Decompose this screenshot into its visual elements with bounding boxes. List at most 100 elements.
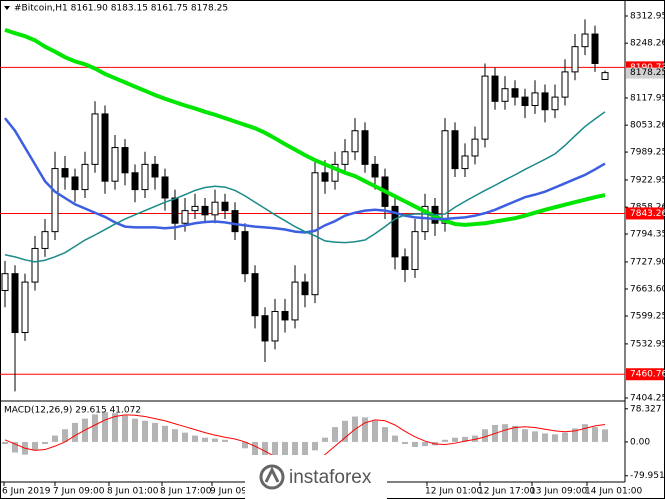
candle-body: [491, 75, 499, 102]
title-arrow: [4, 6, 10, 10]
macd-bar: [362, 417, 368, 442]
macd-bar: [332, 427, 338, 442]
candle-body: [181, 210, 189, 224]
level-label-box: [626, 61, 664, 74]
level-label: 7843.26: [630, 209, 665, 219]
macd-bar: [522, 429, 528, 442]
candle-body: [201, 205, 209, 216]
macd-bar: [302, 441, 308, 464]
candle-body: [101, 113, 109, 182]
macd-bar: [342, 420, 348, 442]
candle-body: [111, 147, 119, 182]
macd-bar: [2, 441, 8, 445]
candle-body: [71, 176, 79, 191]
level-label-box: [626, 207, 664, 220]
macd-bar: [382, 427, 388, 442]
macd-bar: [192, 435, 198, 442]
macd-bar: [472, 435, 478, 442]
candle-body: [151, 163, 159, 178]
macd-bar: [592, 427, 598, 442]
x-tick-label: 12 Jun 01:00: [425, 487, 482, 497]
candle-body: [1, 273, 9, 291]
y-tick-label: 8312.95: [630, 11, 665, 21]
macd-bar: [542, 433, 548, 442]
level-label: 7460.76: [630, 370, 665, 380]
macd-bar: [132, 418, 138, 442]
candle-body: [21, 281, 29, 334]
candle-body: [531, 92, 539, 107]
macd-bar: [502, 424, 508, 442]
macd-bar: [212, 438, 218, 442]
macd-y-tick-label: 0.00: [630, 437, 650, 447]
y-tick-label: 7532.95: [630, 339, 665, 349]
macd-bar: [312, 441, 318, 451]
candle-body: [311, 172, 319, 296]
candle-body: [391, 205, 399, 258]
candle-body: [571, 46, 579, 73]
candle-body: [221, 201, 229, 212]
macd-bar: [552, 434, 558, 442]
macd-bar: [462, 436, 468, 442]
candle-body: [411, 231, 419, 270]
macd-bar: [602, 429, 608, 442]
macd-bar: [422, 441, 428, 447]
candle-body: [281, 311, 289, 321]
x-tick-label: 9 Jun 09: [210, 487, 247, 497]
x-tick-label: 8 Jun 01:00: [107, 487, 159, 497]
candle-body: [451, 130, 459, 170]
macd-bar: [72, 422, 78, 442]
candle-body: [121, 147, 129, 174]
candle-body: [561, 71, 569, 98]
macd-y-tick-label: -79.951: [630, 471, 665, 481]
macd-bar: [262, 441, 268, 464]
candle-body: [291, 281, 299, 321]
price-panel: [0, 19, 625, 392]
macd-bar: [412, 441, 418, 447]
candle-body: [441, 130, 449, 224]
x-tick-label: 7 Jun 09:00: [53, 487, 105, 497]
candle-body: [51, 168, 59, 233]
candle-body: [161, 176, 169, 199]
macd-bar: [32, 441, 38, 451]
candle-body: [591, 33, 599, 64]
axes: 8312.95 8248.26 8117.95 8053.26 7989.25 7922.…: [2, 11, 665, 496]
y-tick-label: 8053.26: [630, 121, 665, 131]
x-tick-label: 6 Jun 2019: [2, 487, 51, 497]
y-tick-label: 7727.90: [630, 257, 665, 267]
candle-body: [271, 311, 279, 342]
moving-average: [4, 117, 606, 234]
candle-body: [81, 163, 89, 191]
candle-body: [171, 197, 179, 224]
macd-bar: [252, 441, 258, 457]
macd-bar: [272, 441, 278, 467]
candle-body: [301, 281, 309, 296]
y-tick-label: 8117.95: [630, 93, 665, 103]
macd-bar: [42, 441, 48, 445]
macd-bar: [452, 437, 458, 442]
watermark-icon: [264, 466, 280, 483]
candle-body: [341, 151, 349, 165]
macd-bar: [122, 415, 128, 442]
candle-body: [551, 96, 559, 111]
macd-bar: [322, 437, 328, 442]
candle-body: [231, 210, 239, 233]
candle-body: [511, 88, 519, 98]
macd-panel: [2, 412, 608, 468]
candle-body: [401, 256, 409, 270]
macd-bar: [142, 420, 148, 442]
macd-bar: [292, 441, 298, 466]
candle-body: [461, 155, 469, 170]
x-tick-label: 12 Jun 17:00: [478, 487, 535, 497]
macd-bar: [562, 432, 568, 442]
candle-body: [471, 138, 479, 157]
candle-body: [251, 273, 259, 317]
candle-body: [191, 205, 199, 212]
candle-body: [361, 130, 369, 165]
x-tick-label: 14 Jun 01:00: [585, 487, 642, 497]
macd-y-tick-label: 78.327: [630, 404, 662, 414]
candle-body: [91, 113, 99, 165]
macd-bar: [102, 412, 108, 442]
candle-body: [481, 75, 489, 140]
